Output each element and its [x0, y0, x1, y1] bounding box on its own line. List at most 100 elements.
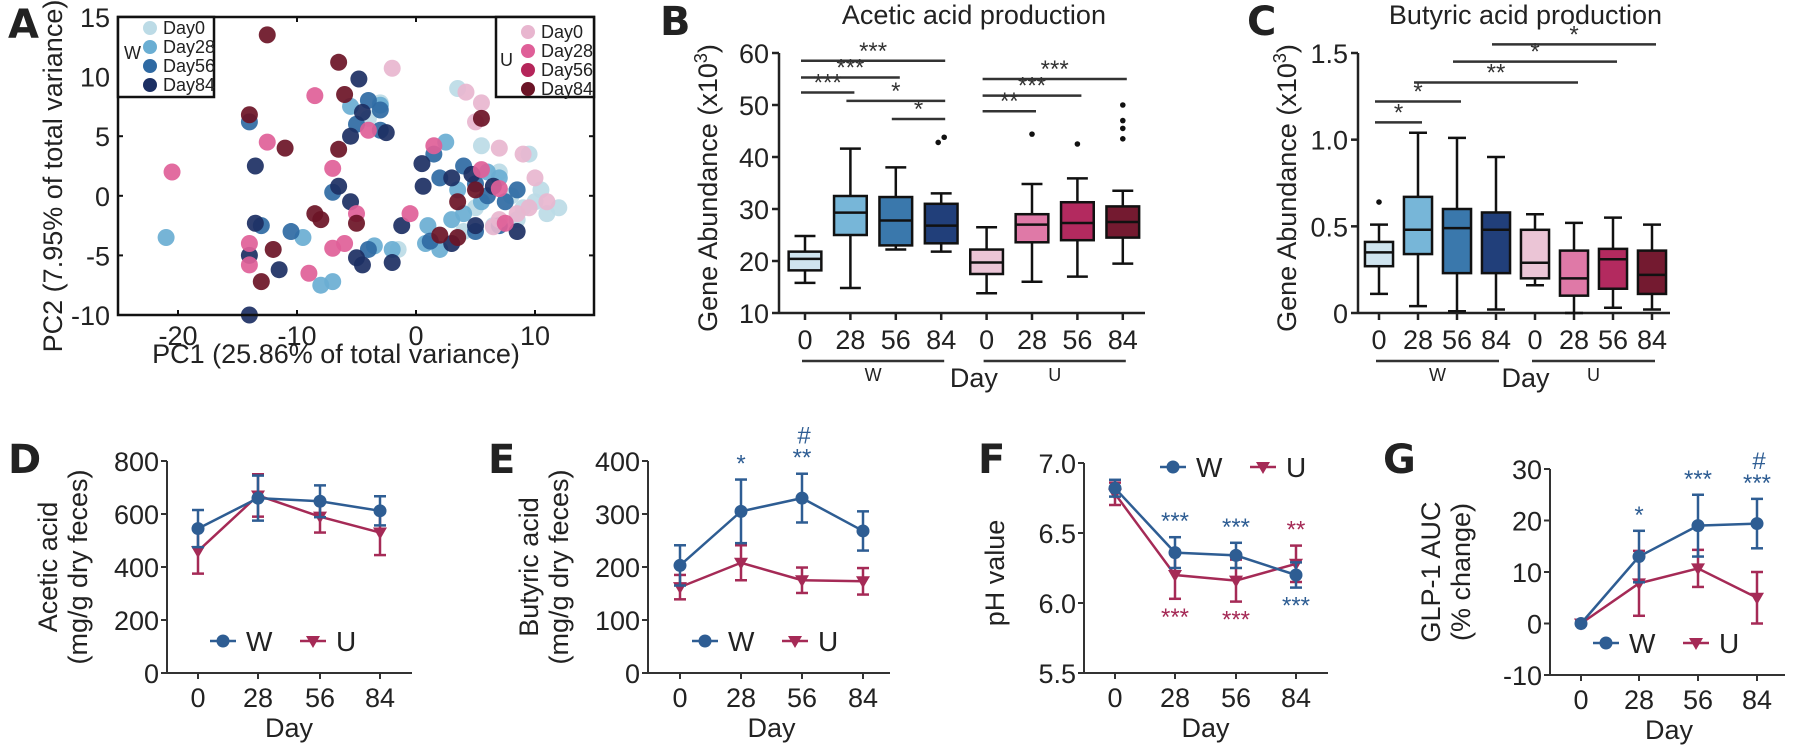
significance-label: *	[1413, 79, 1422, 106]
significance-label: ***	[1161, 508, 1189, 535]
box-iqr	[1363, 240, 1395, 268]
series-line	[1114, 487, 1297, 577]
x-tick-label: 28	[835, 325, 865, 355]
legend-circle-marker	[698, 634, 712, 648]
y-tick-label: 400	[114, 553, 159, 583]
legend-triangle-marker	[1689, 638, 1703, 650]
data-point	[856, 524, 870, 538]
legend-marker	[143, 78, 157, 92]
legend-circle-marker	[216, 634, 230, 648]
x-tick-label: 0	[190, 683, 205, 713]
scatter-point	[246, 214, 264, 232]
data-point	[1750, 517, 1764, 531]
scatter-point	[336, 234, 354, 252]
box-iqr	[1441, 207, 1473, 275]
box-iqr	[1597, 247, 1629, 290]
outlier-point	[935, 139, 941, 146]
panel-letter-g: G	[1383, 437, 1416, 483]
significance-label: ***	[1041, 56, 1069, 83]
scatter-point	[258, 26, 276, 44]
y-tick-label: 0	[625, 659, 640, 689]
data-point	[1574, 617, 1588, 630]
x-tick-label: 28	[1160, 683, 1190, 713]
series-line	[1580, 522, 1758, 625]
y-tick-label: 30	[1512, 455, 1542, 485]
data-point	[1691, 563, 1705, 576]
y-tick-label: 1.0	[1310, 126, 1348, 156]
significance-label: ***	[836, 54, 864, 81]
legend-marker	[521, 82, 535, 96]
series-w	[191, 474, 387, 549]
legend-marker	[521, 25, 535, 39]
data-point	[251, 491, 265, 505]
x-tick-label: -20	[158, 321, 197, 351]
data-point	[734, 504, 748, 518]
panel-a: A -20 -10 0 10 -10 -5 0 5 10 15 PC1 (25.86% of tota…	[8, 0, 596, 369]
legend-label: Day84	[541, 79, 593, 99]
scatter-point	[240, 106, 258, 124]
y-tick-label: 100	[595, 606, 640, 636]
y-tick-label: 400	[595, 447, 640, 477]
y-tick-label: 10	[1512, 558, 1542, 588]
significance-label: *	[914, 96, 923, 123]
y-axis-label: Gene Abundance (x103)	[691, 44, 723, 332]
significance-label: *	[1569, 21, 1578, 48]
y-tick-label: 7.0	[1038, 449, 1076, 479]
scatter-point	[276, 139, 294, 157]
y-tick-label: 20	[739, 247, 769, 277]
legend-label: U	[818, 626, 838, 657]
significance-label: *	[736, 451, 745, 478]
x-tick-label: 0	[1107, 683, 1122, 713]
scatter-point	[157, 229, 175, 247]
legend-u-group-label: U	[500, 50, 513, 70]
scatter-point	[490, 180, 508, 198]
data-point	[734, 557, 748, 570]
significance-label: *	[1634, 502, 1643, 529]
significance-label: ***	[1684, 466, 1712, 493]
x-tick-label: 0	[797, 325, 812, 355]
x-tick-label: 28	[1017, 325, 1047, 355]
x-tick-label: 84	[926, 325, 956, 355]
x-tick-label: 0	[1371, 325, 1386, 355]
x-tick-label: 28	[1624, 685, 1654, 715]
significance-label: ***	[1222, 514, 1250, 541]
x-tick-label: 84	[1637, 325, 1667, 355]
y-tick-label: 800	[114, 447, 159, 477]
y-tick-label: 0	[1333, 299, 1348, 329]
scatter-point	[306, 87, 324, 105]
y-tick-label: 10	[80, 63, 110, 93]
legend-label: Day84	[163, 75, 215, 95]
series-line	[679, 561, 864, 589]
box-iqr	[1059, 200, 1095, 242]
chart-title: Acetic acid production	[842, 0, 1106, 30]
significance-label: ***	[1743, 470, 1771, 497]
x-axis-label: Day	[1645, 715, 1694, 745]
y-axis-label-units: (% change)	[1446, 503, 1476, 641]
outlier-point	[941, 134, 947, 141]
legend-label: U	[1719, 628, 1739, 659]
x-tick-label: 56	[1062, 325, 1092, 355]
scatter-point	[240, 234, 258, 252]
scatter-point	[449, 193, 467, 211]
group-label: W	[1429, 365, 1446, 385]
y-tick-label: 6.5	[1038, 519, 1076, 549]
x-tick-label: 56	[1221, 683, 1251, 713]
y-tick-label: 0	[1527, 610, 1542, 640]
x-tick-label: 10	[520, 321, 550, 351]
series-u	[1574, 548, 1764, 631]
box-w-day56	[878, 166, 914, 251]
series-u	[673, 544, 870, 601]
panel-letter-a: A	[8, 2, 39, 48]
legend-label: W	[1629, 628, 1656, 659]
y-tick-label: 5	[95, 122, 110, 152]
significance-label: **	[793, 445, 812, 472]
box-u-day84	[1105, 102, 1141, 265]
y-tick-label: 10	[739, 299, 769, 329]
scatter-point	[359, 240, 377, 258]
scatter-point	[300, 264, 318, 282]
box-w-day0	[1363, 199, 1395, 296]
legend-w-box	[116, 15, 216, 99]
box-u-day56	[1059, 141, 1095, 278]
